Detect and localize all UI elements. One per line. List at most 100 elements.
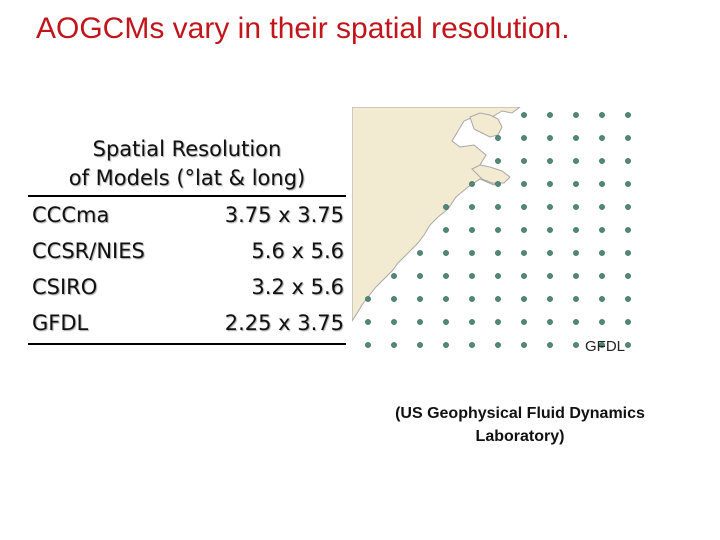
- grid-point: [625, 319, 631, 325]
- grid-point: [469, 227, 475, 233]
- grid-point: [365, 342, 371, 348]
- table-row: CSIRO 3.2 x 5.6: [28, 269, 346, 305]
- grid-point: [599, 158, 605, 164]
- grid-point: [443, 227, 449, 233]
- grid-points: [365, 112, 631, 348]
- grid-point: [547, 319, 553, 325]
- grid-point: [469, 250, 475, 256]
- model-name: CCSR/NIES: [32, 239, 145, 263]
- grid-point: [521, 158, 527, 164]
- grid-point: [547, 296, 553, 302]
- grid-point: [469, 342, 475, 348]
- grid-point: [495, 204, 501, 210]
- grid-point: [599, 135, 605, 141]
- grid-point: [547, 158, 553, 164]
- grid-point: [417, 250, 423, 256]
- grid-point: [495, 250, 501, 256]
- grid-point: [599, 342, 605, 348]
- table-row: CCSR/NIES 5.6 x 5.6: [28, 233, 346, 269]
- grid-point: [469, 181, 475, 187]
- grid-point: [599, 112, 605, 118]
- grid-point: [521, 250, 527, 256]
- grid-point: [625, 296, 631, 302]
- grid-point: [573, 227, 579, 233]
- grid-point: [443, 319, 449, 325]
- grid-point: [391, 319, 397, 325]
- grid-point: [469, 319, 475, 325]
- grid-point: [521, 181, 527, 187]
- grid-point: [495, 135, 501, 141]
- grid-point: [573, 273, 579, 279]
- grid-point: [547, 342, 553, 348]
- table-bottom-divider: [28, 343, 346, 345]
- grid-point: [495, 273, 501, 279]
- caption: (US Geophysical Fluid Dynamics Laborator…: [372, 402, 668, 448]
- slide-title: AOGCMs vary in their spatial resolution.: [36, 12, 570, 45]
- grid-point: [521, 204, 527, 210]
- grid-point: [625, 250, 631, 256]
- grid-point: [625, 273, 631, 279]
- nova-scotia-peninsula: [471, 164, 511, 184]
- grid-point: [521, 296, 527, 302]
- grid-point: [365, 296, 371, 302]
- grid-point: [599, 319, 605, 325]
- grid-point: [495, 181, 501, 187]
- grid-point: [443, 296, 449, 302]
- grid-point: [495, 296, 501, 302]
- grid-point: [547, 227, 553, 233]
- grid-point: [417, 342, 423, 348]
- grid-point: [547, 204, 553, 210]
- grid-point: [521, 135, 527, 141]
- grid-point: [625, 227, 631, 233]
- grid-point: [391, 273, 397, 279]
- grid-point: [547, 181, 553, 187]
- model-name: CCCma: [32, 203, 110, 227]
- grid-point: [521, 273, 527, 279]
- table-header-line2: of Models (°lat & long): [68, 166, 306, 190]
- grid-point: [625, 181, 631, 187]
- grid-point: [521, 342, 527, 348]
- grid-point: [599, 204, 605, 210]
- grid-point: [599, 227, 605, 233]
- grid-point: [521, 319, 527, 325]
- model-resolution: 3.75 x 3.75: [224, 203, 344, 227]
- grid-point: [625, 158, 631, 164]
- grid-point: [599, 181, 605, 187]
- grid-point: [599, 250, 605, 256]
- grid-point: [469, 296, 475, 302]
- grid-point: [443, 342, 449, 348]
- grid-point: [547, 250, 553, 256]
- grid-point: [469, 204, 475, 210]
- newfoundland-island: [469, 112, 503, 138]
- header-divider: [28, 195, 346, 197]
- caption-line2: Laboratory): [475, 428, 565, 445]
- grid-point: [443, 273, 449, 279]
- model-resolution: 5.6 x 5.6: [251, 239, 344, 263]
- grid-point: [495, 342, 501, 348]
- grid-point: [469, 273, 475, 279]
- table-row: CCCma 3.75 x 3.75: [28, 197, 346, 233]
- grid-point: [599, 273, 605, 279]
- grid-point: [573, 181, 579, 187]
- grid-point: [573, 158, 579, 164]
- grid-point: [573, 342, 579, 348]
- map-label: GFDL: [585, 338, 626, 355]
- table-row: GFDL 2.25 x 3.75: [28, 305, 346, 341]
- grid-point: [495, 227, 501, 233]
- model-name: GFDL: [32, 311, 89, 335]
- grid-point: [625, 112, 631, 118]
- grid-point: [573, 296, 579, 302]
- grid-point: [625, 204, 631, 210]
- grid-point: [417, 296, 423, 302]
- grid-point: [547, 135, 553, 141]
- grid-point: [521, 112, 527, 118]
- grid-point: [573, 319, 579, 325]
- grid-point: [547, 273, 553, 279]
- grid-point: [573, 135, 579, 141]
- table-header: Spatial Resolution of Models (°lat & lon…: [28, 135, 346, 193]
- grid-point: [391, 342, 397, 348]
- model-resolution: 2.25 x 3.75: [224, 311, 344, 335]
- grid-point: [573, 250, 579, 256]
- grid-point: [495, 158, 501, 164]
- grid-point: [625, 135, 631, 141]
